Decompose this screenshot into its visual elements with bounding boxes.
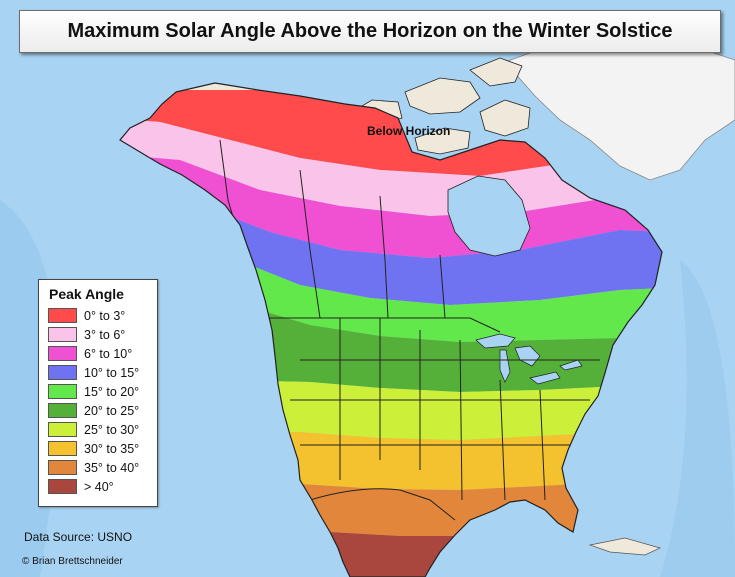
legend-item: > 40° <box>48 478 114 495</box>
legend-swatch <box>48 460 77 475</box>
mainland-outline <box>119 82 663 577</box>
credit: © Brian Brettschneider <box>22 556 123 567</box>
legend-label: 6° to 10° <box>84 346 133 361</box>
band-3-6 <box>120 110 662 216</box>
legend-label: 20° to 25° <box>84 403 140 418</box>
legend-title: Peak Angle <box>49 286 124 302</box>
legend-label: 3° to 6° <box>84 327 126 342</box>
legend-item: 15° to 20° <box>48 383 139 400</box>
legend-item: 20° to 25° <box>48 402 139 419</box>
legend-item: 25° to 30° <box>48 421 139 438</box>
legend-item: 6° to 10° <box>48 345 132 362</box>
great-lakes <box>475 333 583 385</box>
below-horizon-label: Below Horizon <box>367 124 451 138</box>
hudson-bay <box>447 175 531 257</box>
legend-label: 25° to 30° <box>84 422 140 437</box>
legend-swatch <box>48 308 77 323</box>
data-source: Data Source: USNO <box>24 530 133 544</box>
legend-item: 35° to 40° <box>48 459 139 476</box>
legend-swatch <box>48 384 77 399</box>
boundaries <box>219 139 600 521</box>
legend-swatch <box>48 327 77 342</box>
legend-item: 10° to 15° <box>48 364 139 381</box>
legend-label: 35° to 40° <box>84 460 140 475</box>
legend: Peak Angle 0° to 3° 3° to 6° 6° to 10° 1… <box>38 279 158 507</box>
cuba <box>588 537 661 556</box>
legend-label: 15° to 20° <box>84 384 140 399</box>
band-6-10 <box>120 145 662 258</box>
legend-label: 10° to 15° <box>84 365 140 380</box>
legend-label: > 40° <box>84 479 114 494</box>
legend-swatch <box>48 365 77 380</box>
legend-swatch <box>48 441 77 456</box>
legend-label: 30° to 35° <box>84 441 140 456</box>
legend-swatch <box>48 403 77 418</box>
legend-item: 3° to 6° <box>48 326 125 343</box>
legend-item: 0° to 3° <box>48 307 125 324</box>
legend-item: 30° to 35° <box>48 440 139 457</box>
legend-swatch <box>48 479 77 494</box>
map-title: Maximum Solar Angle Above the Horizon on… <box>19 10 721 53</box>
ocean-shading-east <box>660 260 735 577</box>
legend-swatch <box>48 346 77 361</box>
legend-swatch <box>48 422 77 437</box>
legend-label: 0° to 3° <box>84 308 126 323</box>
